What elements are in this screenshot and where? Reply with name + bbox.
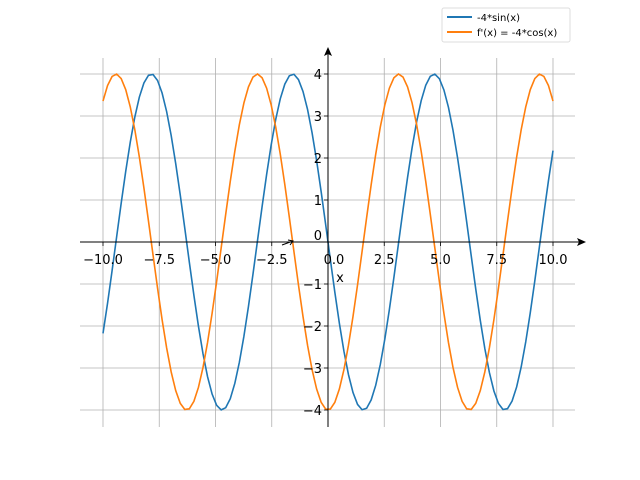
y-tick-label: 4 bbox=[314, 68, 322, 83]
x-tick-label: −5.0 bbox=[200, 253, 232, 268]
y-tick-label: 0 bbox=[314, 229, 322, 244]
y-tick-label: −1 bbox=[303, 278, 322, 293]
x-tick-label: −10.0 bbox=[83, 253, 123, 268]
x-tick-label: −2.5 bbox=[256, 253, 288, 268]
x-axis-arrow-icon bbox=[577, 238, 586, 246]
legend: -4*sin(x) f'(x) = -4*cos(x) bbox=[441, 7, 571, 43]
y-tick-label: 1 bbox=[314, 194, 322, 209]
x-tick-label: 7.5 bbox=[486, 253, 507, 268]
legend-box bbox=[441, 7, 571, 43]
y-tick-label: 3 bbox=[314, 110, 322, 125]
y-axis-arrow-icon bbox=[324, 47, 332, 56]
y-tick-label: −3 bbox=[303, 362, 322, 377]
y-tick-label: 2 bbox=[314, 152, 322, 167]
annotation-arrow-icon bbox=[281, 239, 294, 246]
legend-label-cos: f'(x) = -4*cos(x) bbox=[477, 28, 557, 39]
x-tick-label: 2.5 bbox=[374, 253, 395, 268]
y-tick-label: −4 bbox=[303, 404, 322, 419]
y-tick-label: −2 bbox=[303, 320, 322, 335]
x-axis-label: x bbox=[336, 271, 344, 286]
x-tick-label: 10.0 bbox=[539, 253, 568, 268]
x-tick-label: 5.0 bbox=[430, 253, 451, 268]
legend-label-sin: -4*sin(x) bbox=[477, 13, 520, 24]
x-tick-label: 0.0 bbox=[324, 253, 345, 268]
x-tick-label: −7.5 bbox=[143, 253, 175, 268]
